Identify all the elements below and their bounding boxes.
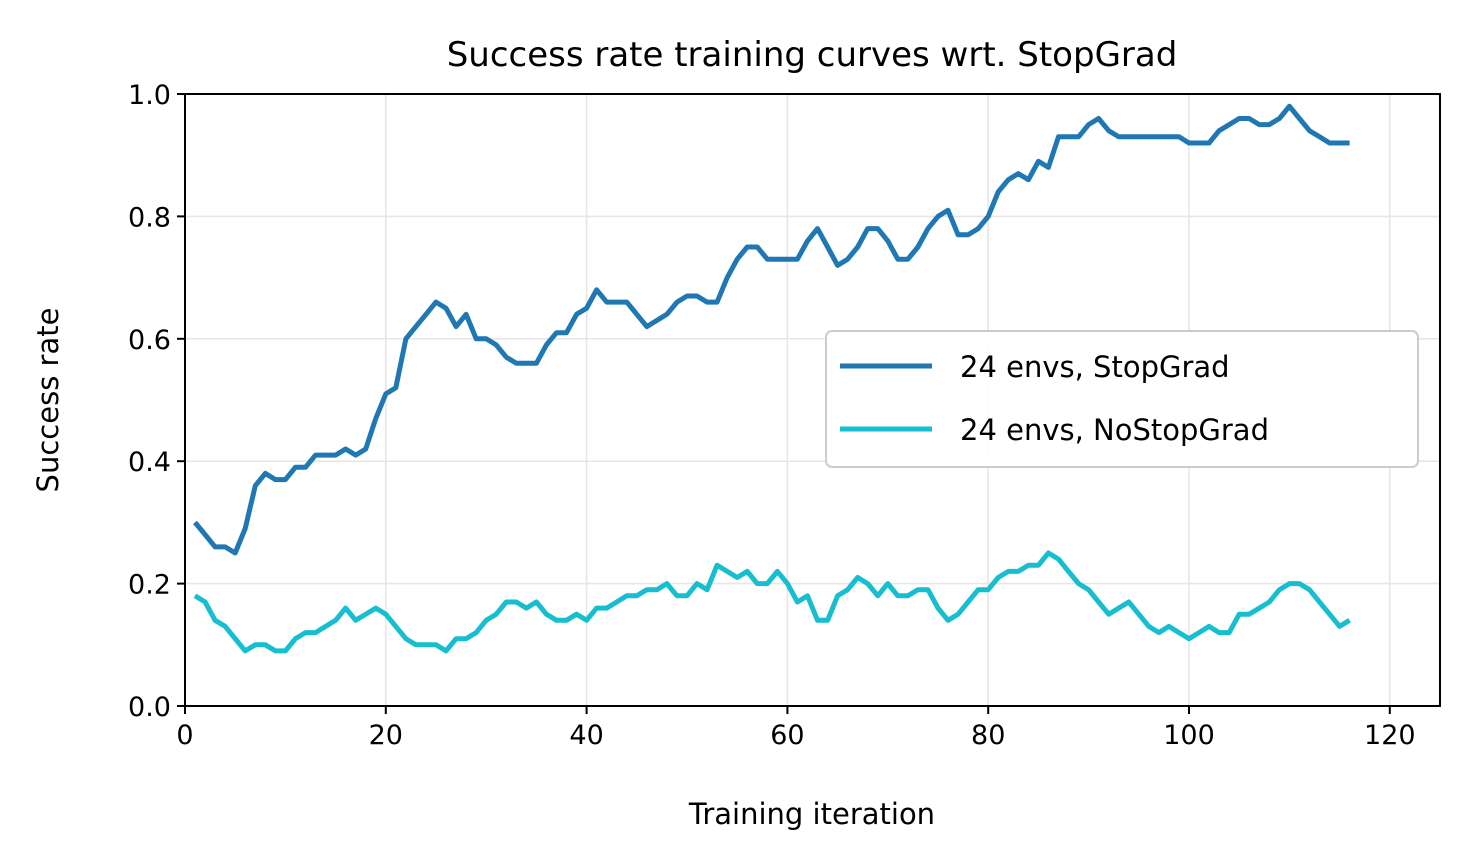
- y-tick-label: 0.4: [128, 447, 171, 478]
- legend: 24 envs, StopGrad 24 envs, NoStopGrad: [825, 330, 1419, 468]
- legend-label-nostopgrad: 24 envs, NoStopGrad: [960, 413, 1269, 447]
- x-tick-label: 20: [369, 720, 403, 751]
- x-tick-label: 0: [176, 720, 193, 751]
- series-line-stopgrad: [193, 103, 1350, 556]
- x-tick-label: 100: [1163, 720, 1215, 751]
- y-tick-label: 0.8: [128, 202, 171, 233]
- y-tick-label: 0.0: [128, 692, 171, 723]
- x-tick-label: 80: [971, 720, 1005, 751]
- y-tick-label: 0.6: [128, 325, 171, 356]
- x-tick-label: 60: [770, 720, 804, 751]
- plot-frame: [184, 93, 1441, 707]
- y-axis-label: Success rate: [31, 308, 65, 493]
- axis-ticks: 0 20 40 60 80 100 120 0.0 0.2 0.4 0.6 0.8 1.0: [128, 80, 1416, 751]
- x-axis-label: Training iteration: [688, 797, 935, 831]
- chart-title: Success rate training curves wrt. StopGr…: [447, 35, 1178, 75]
- x-tick-label: 120: [1364, 720, 1416, 751]
- plot-series: [193, 103, 1351, 654]
- x-tick-label: 40: [569, 720, 603, 751]
- legend-box: [825, 330, 1419, 468]
- y-tick-label: 0.2: [128, 570, 171, 601]
- series-line-nostopgrad: [193, 550, 1351, 654]
- legend-label-stopgrad: 24 envs, StopGrad: [960, 350, 1230, 384]
- y-tick-label: 1.0: [128, 80, 171, 111]
